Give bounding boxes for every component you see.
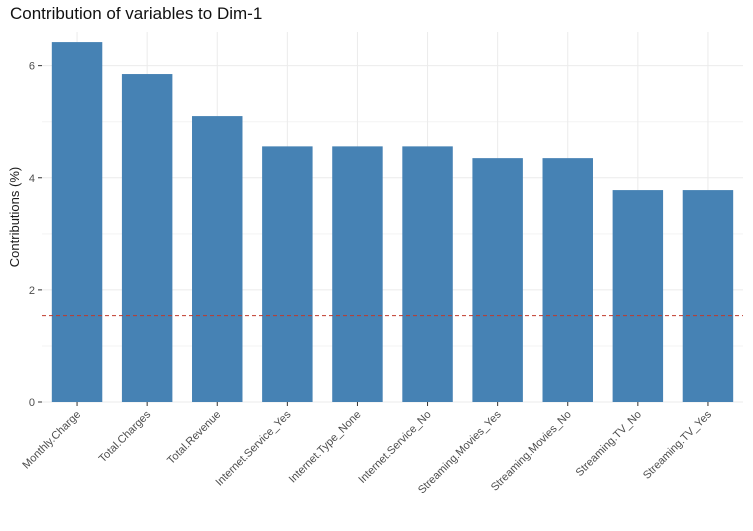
x-tick-label: Streaming.TV_No [574,409,644,479]
bar [542,158,593,402]
bar [262,146,313,402]
x-tick-label: Streaming.Movies_No [489,409,574,494]
bar [402,146,453,402]
y-axis: 0 2 4 6 [29,61,42,409]
y-tick-label: 6 [29,61,35,73]
y-tick-label: 2 [29,285,35,297]
bar [332,146,383,402]
bar [682,190,734,402]
x-tick-label: Streaming.TV_Yes [641,408,714,481]
bar [51,42,103,402]
chart-title: Contribution of variables to Dim-1 [10,4,263,23]
y-tick-label: 4 [29,173,35,185]
bar [472,158,523,402]
bars [51,42,734,402]
bar [612,190,664,402]
x-tick-label: Total.Revenue [165,409,223,467]
bar [121,74,173,402]
x-tick-label: Monthly.Charge [20,409,83,472]
y-tick-label: 0 [29,397,35,409]
y-axis-title: Contributions (%) [7,167,22,267]
bar [192,116,243,402]
x-tick-label: Internet.Type_None [287,409,364,486]
x-tick-label: Total.Charges [97,408,154,465]
x-axis: Monthly.Charge Total.Charges Total.Revenue… [20,402,714,496]
x-tick-label: Internet.Service_No [356,409,433,486]
x-tick-label: Internet.Service_Yes [213,408,293,488]
